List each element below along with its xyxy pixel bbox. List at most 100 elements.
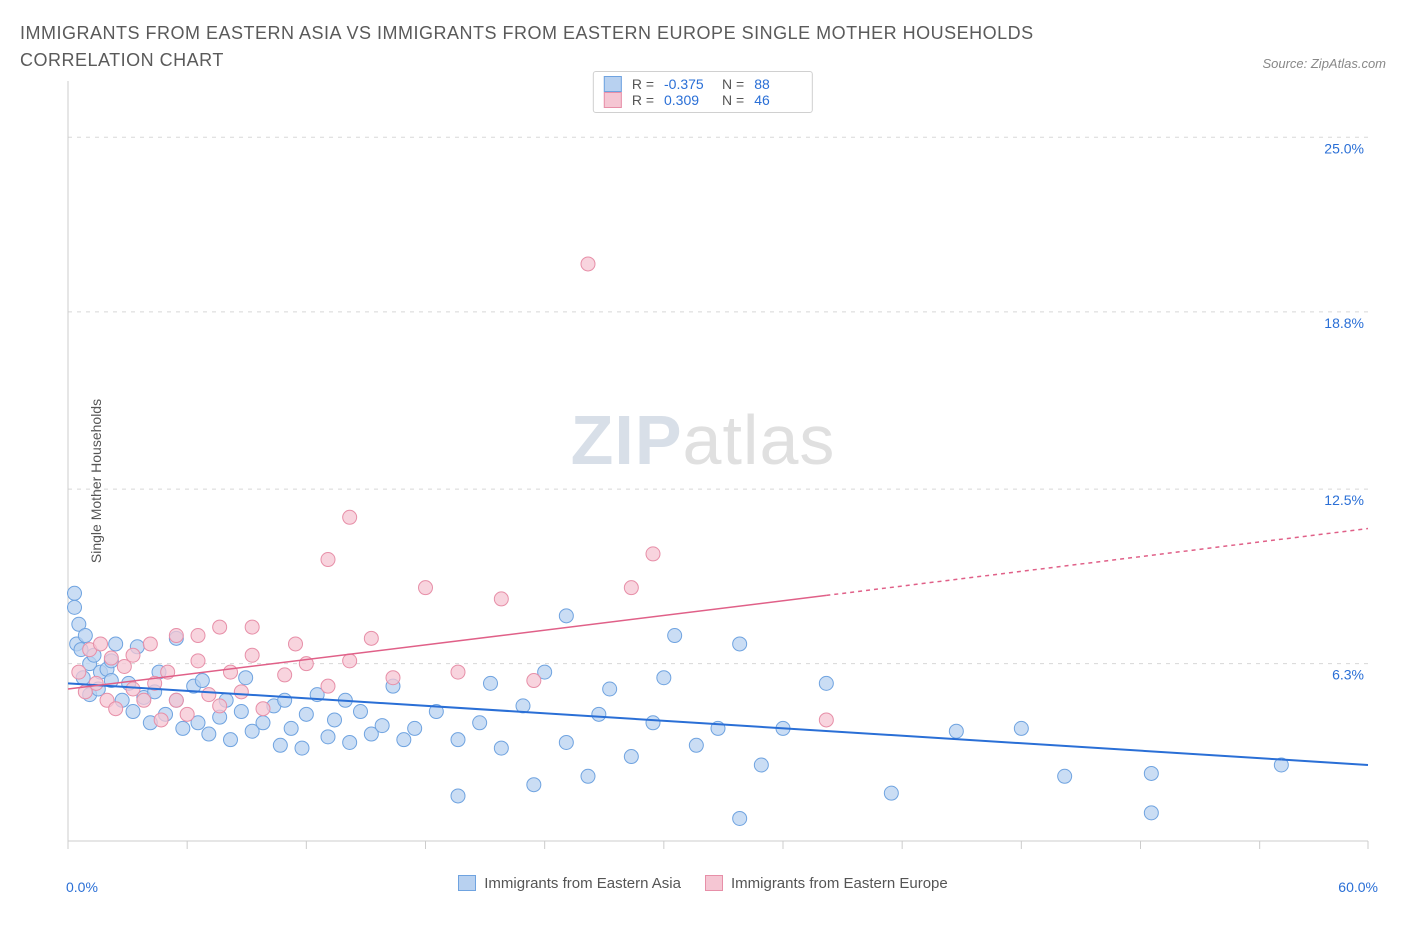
stat-n-value: 46 (754, 92, 802, 108)
data-point (94, 637, 108, 651)
data-point (733, 811, 747, 825)
series-legend: Immigrants from Eastern Asia Immigrants f… (20, 875, 1386, 896)
data-point (126, 682, 140, 696)
trend-line-extrapolated (1281, 760, 1368, 765)
stat-n-value: 88 (754, 76, 802, 92)
data-point (154, 713, 168, 727)
data-point (256, 716, 270, 730)
data-point (581, 257, 595, 271)
data-point (1144, 766, 1158, 780)
legend-swatch (458, 875, 476, 891)
data-point (527, 674, 541, 688)
data-point (343, 654, 357, 668)
data-point (819, 676, 833, 690)
data-point (603, 682, 617, 696)
chart-container: Single Mother Households ZIPatlas R =-0.… (20, 71, 1386, 891)
data-point (419, 581, 433, 595)
data-point (754, 758, 768, 772)
data-point (949, 724, 963, 738)
data-point (68, 600, 82, 614)
data-point (137, 693, 151, 707)
data-point (321, 730, 335, 744)
legend-swatch (604, 76, 622, 92)
legend-swatch (604, 92, 622, 108)
data-point (126, 705, 140, 719)
data-point (884, 786, 898, 800)
legend-label: Immigrants from Eastern Europe (731, 875, 948, 892)
data-point (375, 719, 389, 733)
data-point (484, 676, 498, 690)
data-point (657, 671, 671, 685)
data-point (328, 713, 342, 727)
data-point (180, 707, 194, 721)
data-point (202, 727, 216, 741)
stat-n-label: N = (722, 76, 744, 92)
data-point (256, 702, 270, 716)
data-point (473, 716, 487, 730)
data-point (397, 733, 411, 747)
data-point (343, 735, 357, 749)
legend-item: Immigrants from Eastern Europe (705, 875, 948, 892)
legend-label: Immigrants from Eastern Asia (484, 875, 681, 892)
data-point (646, 547, 660, 561)
data-point (284, 721, 298, 735)
data-point (213, 620, 227, 634)
data-point (819, 713, 833, 727)
y-tick-label: 18.8% (1324, 315, 1364, 331)
trend-line-extrapolated (826, 529, 1368, 596)
y-tick-label: 12.5% (1324, 492, 1364, 508)
trend-line (68, 683, 1281, 759)
data-point (559, 609, 573, 623)
data-point (494, 592, 508, 606)
y-tick-label: 25.0% (1324, 140, 1364, 156)
data-point (104, 651, 118, 665)
data-point (234, 685, 248, 699)
data-point (451, 665, 465, 679)
data-point (224, 665, 238, 679)
stats-legend-row: R =-0.375N =88 (604, 76, 802, 92)
data-point (624, 581, 638, 595)
data-point (364, 631, 378, 645)
stats-legend-row: R =0.309N =46 (604, 92, 802, 108)
data-point (239, 671, 253, 685)
data-point (624, 750, 638, 764)
data-point (592, 707, 606, 721)
data-point (1014, 721, 1028, 735)
data-point (234, 705, 248, 719)
source-attribution: Source: ZipAtlas.com (20, 56, 1386, 71)
stat-r-label: R = (632, 92, 654, 108)
data-point (191, 629, 205, 643)
data-point (733, 637, 747, 651)
stat-n-label: N = (722, 92, 744, 108)
data-point (408, 721, 422, 735)
data-point (245, 620, 259, 634)
data-point (494, 741, 508, 755)
data-point (195, 674, 209, 688)
data-point (89, 676, 103, 690)
data-point (321, 679, 335, 693)
data-point (527, 778, 541, 792)
data-point (143, 637, 157, 651)
data-point (245, 648, 259, 662)
data-point (169, 693, 183, 707)
data-point (689, 738, 703, 752)
legend-swatch (705, 875, 723, 891)
data-point (354, 705, 368, 719)
data-point (176, 721, 190, 735)
data-point (68, 586, 82, 600)
data-point (451, 733, 465, 747)
data-point (581, 769, 595, 783)
data-point (668, 629, 682, 643)
data-point (278, 693, 292, 707)
stat-r-value: -0.375 (664, 76, 712, 92)
data-point (109, 702, 123, 716)
data-point (273, 738, 287, 752)
data-point (343, 510, 357, 524)
data-point (451, 789, 465, 803)
data-point (559, 735, 573, 749)
data-point (295, 741, 309, 755)
data-point (109, 637, 123, 651)
data-point (289, 637, 303, 651)
data-point (213, 699, 227, 713)
data-point (321, 553, 335, 567)
